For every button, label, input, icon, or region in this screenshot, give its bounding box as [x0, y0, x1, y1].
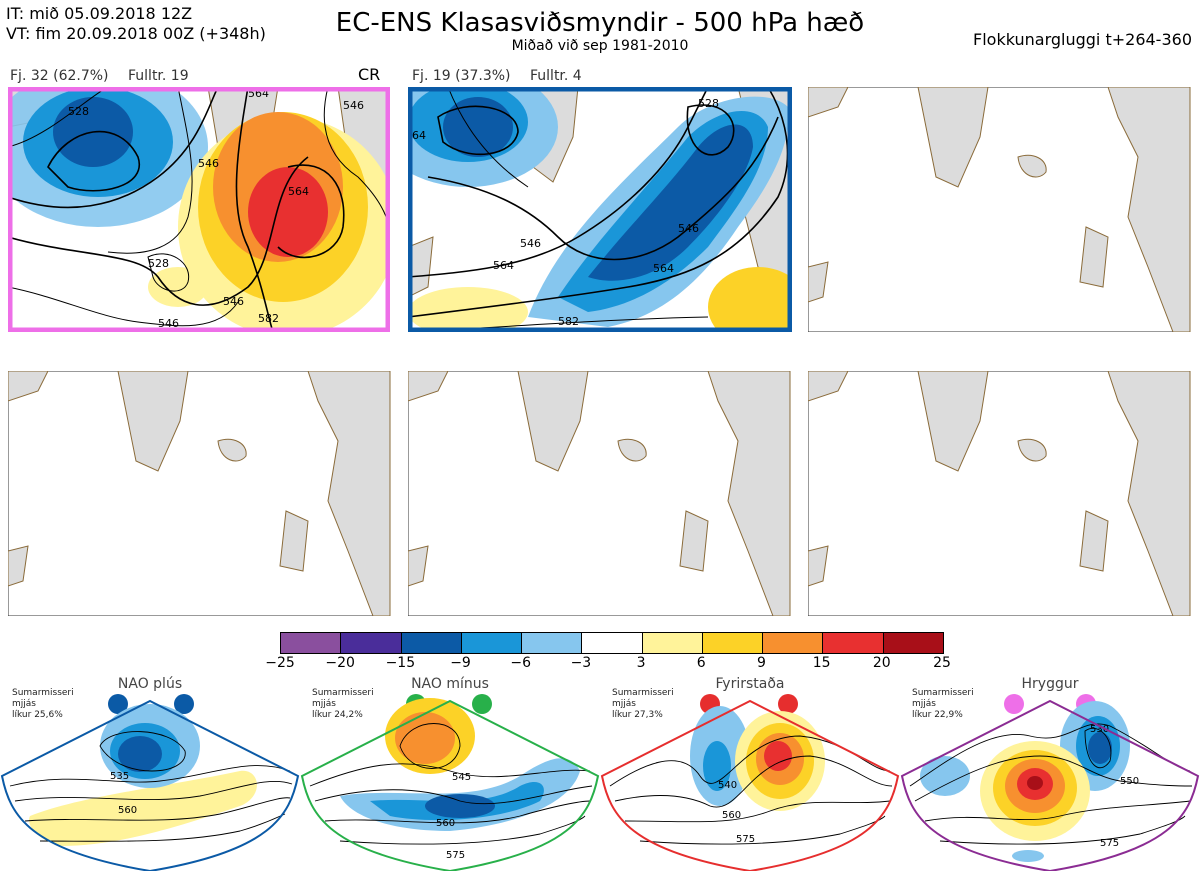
colorbar-tick-label: −20 [325, 655, 355, 671]
cluster-map-empty-6[interactable] [808, 371, 1192, 616]
regime-note: Sumarmisseri mjjás líkur 24,2% [312, 688, 374, 720]
contour-label: 528 [698, 97, 719, 110]
contour-label: 575 [446, 850, 465, 861]
colorbar-tick-label: 9 [756, 655, 766, 671]
contour-label: 550 [1120, 776, 1139, 787]
window-label: Flokkunargluggi t+264-360 [973, 30, 1192, 49]
colorbar-tick-label: −25 [265, 655, 295, 671]
contour-label: 560 [436, 818, 455, 829]
contour-label: 582 [258, 312, 279, 325]
regime-marker-dot [108, 694, 128, 714]
regime-title: Fyrirstaða [715, 676, 785, 692]
contour-label: 560 [118, 805, 137, 816]
regime-blocking[interactable]: Fyrirstaða Sumarmisseri mjjás líkur 27,3% … [600, 676, 900, 871]
colorbar-cell [763, 633, 824, 653]
contour-label: 546 [678, 222, 699, 235]
colorbar-tick-label: −6 [510, 655, 532, 671]
colorbar-cell [642, 633, 703, 653]
colorbar-tick-label: 3 [636, 655, 646, 671]
header-times: IT: mið 05.09.2018 12Z VT: fim 20.09.201… [6, 4, 266, 44]
colorbar-cell [281, 633, 342, 653]
contour-label: 560 [722, 810, 741, 821]
regime-marker-dot [472, 694, 492, 714]
contour-label: 564 [288, 185, 309, 198]
contour-label: 546 [158, 317, 179, 330]
colorbar-cell [702, 633, 764, 653]
cluster-map-1[interactable]: 528 546 564 528 546 546 564 582 546 [8, 87, 390, 332]
regime-title: NAO mínus [411, 676, 489, 692]
cluster-map-empty-5[interactable] [408, 371, 792, 616]
contour-label: 528 [148, 257, 169, 270]
regime-note: Sumarmisseri mjjás líkur 27,3% [612, 688, 674, 720]
contour-label: 545 [452, 772, 471, 783]
regime-marker-dot [778, 694, 798, 714]
colorbar-cell [823, 633, 884, 653]
colorbar-cell [341, 633, 402, 653]
contour-label: 528 [68, 105, 89, 118]
it-line: IT: mið 05.09.2018 12Z [6, 4, 193, 23]
colorbar-cell [461, 633, 523, 653]
cluster-map-2[interactable]: 528 546 546 564 564 582 64 [408, 87, 792, 332]
vt-line: VT: fim 20.09.2018 00Z (+348h) [6, 24, 266, 43]
colorbar-tick-label: 20 [872, 655, 891, 671]
colorbar-cell [883, 633, 943, 653]
regime-title: Hryggur [1021, 676, 1079, 692]
regime-nao-minus[interactable]: NAO mínus Sumarmisseri mjjás líkur 24,2% 5… [300, 676, 600, 871]
anomaly-colorbar [280, 632, 944, 654]
contour-label: 582 [558, 315, 579, 328]
regime-nao-plus[interactable]: NAO plús Sumarmisseri mjjás líkur 25,6% 53… [0, 676, 300, 871]
regime-marker-dot [174, 694, 194, 714]
contour-label: 564 [653, 262, 674, 275]
panel1-fulltr: Fulltr. 19 [128, 68, 189, 84]
contour-label: 535 [110, 771, 129, 782]
regime-note: Sumarmisseri mjjás líkur 25,6% [12, 688, 74, 720]
colorbar-cell [522, 633, 583, 653]
colorbar-cell [401, 633, 462, 653]
contour-label: 575 [1100, 838, 1119, 849]
panel2-fulltr: Fulltr. 4 [530, 68, 582, 84]
colorbar-tick-label: 6 [696, 655, 706, 671]
colorbar-tick-label: −3 [570, 655, 592, 671]
colorbar-cell [582, 633, 643, 653]
regime-ridge[interactable]: Hryggur Sumarmisseri mjjás líkur 22,9% 530… [900, 676, 1200, 871]
contour-label: 564 [493, 259, 514, 272]
regime-title: NAO plús [117, 676, 183, 692]
regime-marker-dot [1004, 694, 1024, 714]
panel1-label: Fj. 32 (62.7%) [10, 68, 109, 84]
contour-label: 546 [343, 99, 364, 112]
cluster-map-empty-4[interactable] [8, 371, 392, 616]
page-subtitle: Miðað við sep 1981-2010 [511, 38, 689, 54]
contour-label: 546 [198, 157, 219, 170]
colorbar-tick-label: −15 [385, 655, 416, 671]
contour-label: 575 [736, 834, 755, 845]
colorbar-tick-label: 25 [933, 655, 951, 671]
panel2-label: Fj. 19 (37.3%) [412, 68, 511, 84]
panel1-cr-tag: CR [358, 65, 381, 84]
page-title: EC-ENS Klasasviðsmyndir - 500 hPa hæð [335, 8, 865, 38]
cluster-map-empty-3[interactable] [808, 87, 1192, 332]
contour-label: 530 [1090, 724, 1109, 735]
contour-label: 546 [223, 295, 244, 308]
contour-label: 540 [718, 780, 737, 791]
colorbar-tick-label: 15 [812, 655, 831, 671]
regime-note: Sumarmisseri mjjás líkur 22,9% [912, 688, 974, 720]
contour-label: 64 [412, 129, 426, 142]
colorbar-tick-label: −9 [450, 655, 471, 671]
contour-label: 546 [520, 237, 541, 250]
